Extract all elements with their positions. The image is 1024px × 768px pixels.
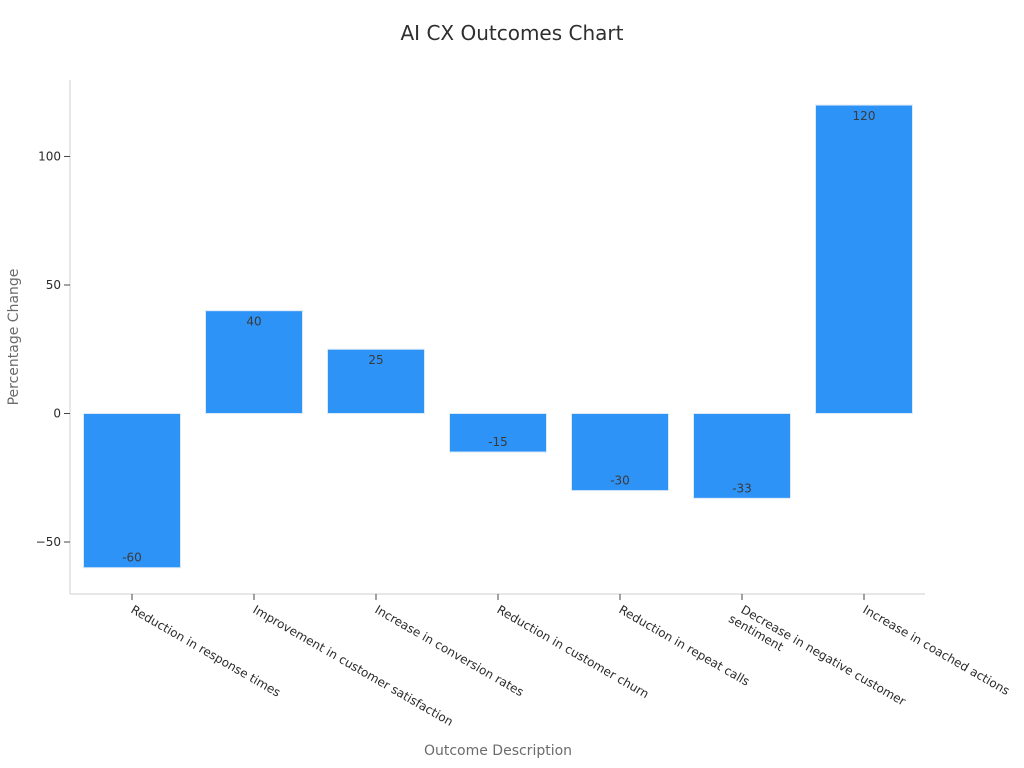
data-label-4: -30 [610, 474, 630, 488]
axes-layer [69, 80, 925, 595]
bar-5 [693, 413, 791, 499]
data-label-6: 120 [853, 109, 876, 123]
bars-layer [83, 104, 913, 569]
bar-6 [815, 104, 913, 415]
data-label-5: -33 [732, 481, 752, 495]
bar-2 [327, 348, 425, 414]
chart-title: AI CX Outcomes Chart [401, 21, 624, 45]
bar-4 [571, 413, 669, 492]
data-label-1: 40 [246, 315, 261, 329]
y-tick-label-0: −50 [36, 535, 61, 549]
y-tick-label-3: 100 [38, 149, 61, 163]
y-axis-label: Percentage Change [6, 269, 22, 406]
data-labels: -60 40 25 -15 -30 -33 120 [122, 109, 875, 565]
y-tick-label-2: 50 [46, 278, 61, 292]
x-tick-label-1: Improvement in customer satisfaction [251, 602, 456, 728]
data-label-3: -15 [488, 435, 508, 449]
bar-1 [205, 310, 303, 414]
bar-0 [83, 413, 181, 569]
data-label-0: -60 [122, 551, 142, 565]
x-axis-label: Outcome Description [424, 743, 572, 759]
data-label-2: 25 [368, 353, 383, 367]
y-tick-label-1: 0 [53, 407, 61, 421]
bar-3 [449, 413, 547, 453]
y-ticks: −50 0 50 100 [36, 149, 70, 549]
